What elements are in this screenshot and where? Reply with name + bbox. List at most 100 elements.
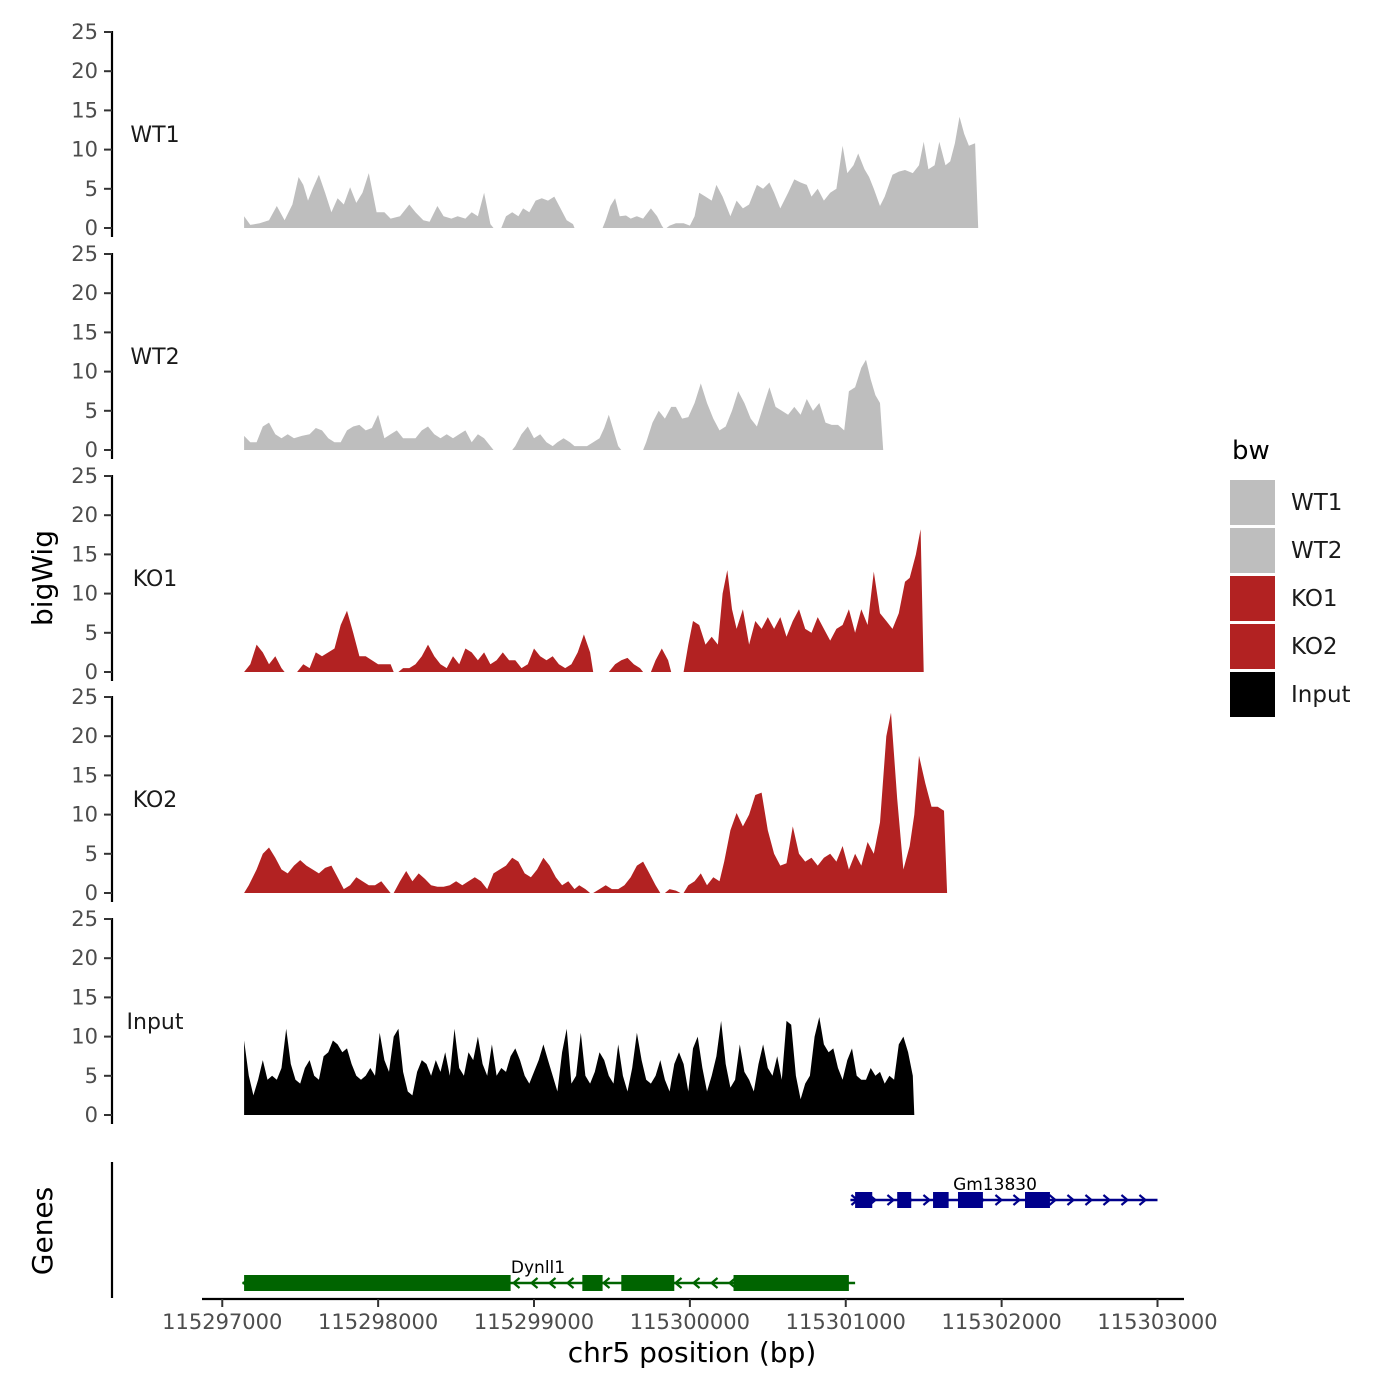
y-tick-label: 20 [71,59,98,83]
strand-arrow [1138,1194,1148,1206]
y-tick-label: 15 [71,320,98,344]
y-tick-label: 5 [85,177,98,201]
track-label: WT1 [130,123,179,148]
gene-gm13830: Gm13830 [850,1175,1158,1208]
coverage-area-input [244,1017,915,1115]
gene-exon [855,1192,873,1208]
strand-arrow [1102,1194,1112,1206]
strand-arrow [511,1277,521,1289]
legend-key-wt2 [1230,528,1275,573]
y-tick-label: 20 [71,503,98,527]
y-tick-label: 0 [85,660,98,684]
gene-exon [621,1275,675,1291]
gene-exon [897,1192,912,1208]
y-tick-label: 0 [85,1103,98,1127]
strand-arrow [673,1277,683,1289]
gene-exon [733,1275,849,1291]
y-tick-label: 0 [85,216,98,240]
strand-arrow [1084,1194,1094,1206]
y-tick-label: 25 [71,20,98,44]
y-axis-title: bigWig [26,530,59,626]
y-tick-label: 5 [85,399,98,423]
y-tick-label: 25 [71,685,98,709]
track-label: KO2 [133,788,178,813]
strand-arrow [1066,1194,1076,1206]
gene-exon [933,1192,949,1208]
x-tick-label: 115303000 [1097,1310,1217,1334]
strand-arrow [709,1277,719,1289]
y-tick-label: 15 [71,98,98,122]
coverage-area-ko2 [244,712,948,893]
genes-panel: Gm13830 Dynll1 [110,1162,1158,1298]
strand-arrow [886,1194,896,1206]
legend-key-input [1230,672,1275,717]
legend-label-ko1: KO1 [1291,586,1338,612]
y-tick-label: 20 [71,946,98,970]
strand-arrow [529,1277,539,1289]
y-tick-label: 5 [85,621,98,645]
strand-arrow [1120,1194,1130,1206]
y-tick-label: 15 [71,542,98,566]
strand-arrow [601,1277,611,1289]
gene-label: Gm13830 [953,1175,1037,1195]
track-wt2: 0 5 10 15 20 25 WT2 [71,242,884,462]
genes-axis-title: Genes [26,1187,59,1275]
x-tick-label: 115300000 [630,1310,750,1334]
y-tick-label: 15 [71,763,98,787]
gene-dynll1: Dynll1 [241,1258,856,1291]
y-tick-label: 10 [71,582,98,606]
y-tick-label: 25 [71,242,98,266]
y-tick-label: 25 [71,907,98,931]
legend-label-wt2: WT2 [1291,538,1342,564]
track-ko2: 0 5 10 15 20 25 KO2 [71,685,948,905]
x-axis-title: chr5 position (bp) [568,1336,817,1369]
track-ko1: 0 5 10 15 20 25 KO1 [71,464,924,684]
y-tick-label: 0 [85,438,98,462]
legend-key-ko2 [1230,624,1275,669]
strand-arrow [922,1194,932,1206]
y-tick-label: 10 [71,1025,98,1049]
track-label: WT2 [130,345,179,370]
y-tick-label: 25 [71,464,98,488]
strand-arrow [565,1277,575,1289]
track-input: 0 5 10 15 20 25 Input [71,907,915,1127]
y-tick-label: 20 [71,281,98,305]
legend-label-input: Input [1291,682,1351,708]
strand-arrow [1012,1194,1022,1206]
x-tick-label: 115301000 [786,1310,906,1334]
track-wt1: 0 5 10 15 20 25 WT1 [71,20,979,240]
gene-label: Dynll1 [511,1258,565,1278]
legend: bw WT1 WT2 KO1 KO2 Input [1230,436,1351,717]
strand-arrow [691,1277,701,1289]
coverage-area-wt2 [244,359,884,450]
y-tick-label: 0 [85,881,98,905]
y-tick-label: 10 [71,803,98,827]
y-tick-label: 5 [85,1064,98,1088]
gene-exon [244,1275,511,1291]
x-tick-label: 115302000 [942,1310,1062,1334]
gene-exon [582,1275,603,1291]
x-axis: 115297000 115298000 115299000 115300000 1153… [162,1297,1218,1334]
legend-title: bw [1232,436,1270,466]
gene-exon [1025,1192,1050,1208]
strand-arrow [1048,1194,1058,1206]
coverage-area-ko1 [244,529,924,672]
strand-arrow [994,1194,1004,1206]
y-tick-label: 20 [71,724,98,748]
y-tick-label: 10 [71,360,98,384]
legend-label-wt1: WT1 [1291,490,1342,516]
y-tick-label: 10 [71,138,98,162]
x-tick-label: 115298000 [318,1310,438,1334]
legend-key-wt1 [1230,480,1275,525]
legend-key-ko1 [1230,576,1275,621]
y-tick-label: 5 [85,842,98,866]
x-tick-label: 115299000 [474,1310,594,1334]
x-tick-label: 115297000 [162,1310,282,1334]
gene-exon [957,1192,983,1208]
coverage-area-wt1 [244,116,979,228]
track-label: Input [127,1010,184,1035]
legend-label-ko2: KO2 [1291,634,1338,660]
tracks-layer: 0510152025WT10510152025WT20510152025KO10… [71,20,979,1127]
track-label: KO1 [133,567,178,592]
